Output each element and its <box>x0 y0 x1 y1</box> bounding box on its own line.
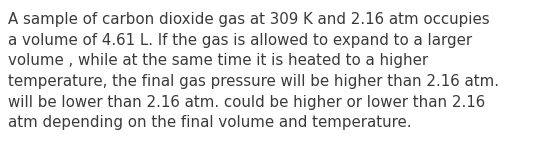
Text: A sample of carbon dioxide gas at 309 K and 2.16 atm occupies
a volume of 4.61 L: A sample of carbon dioxide gas at 309 K … <box>8 12 499 130</box>
